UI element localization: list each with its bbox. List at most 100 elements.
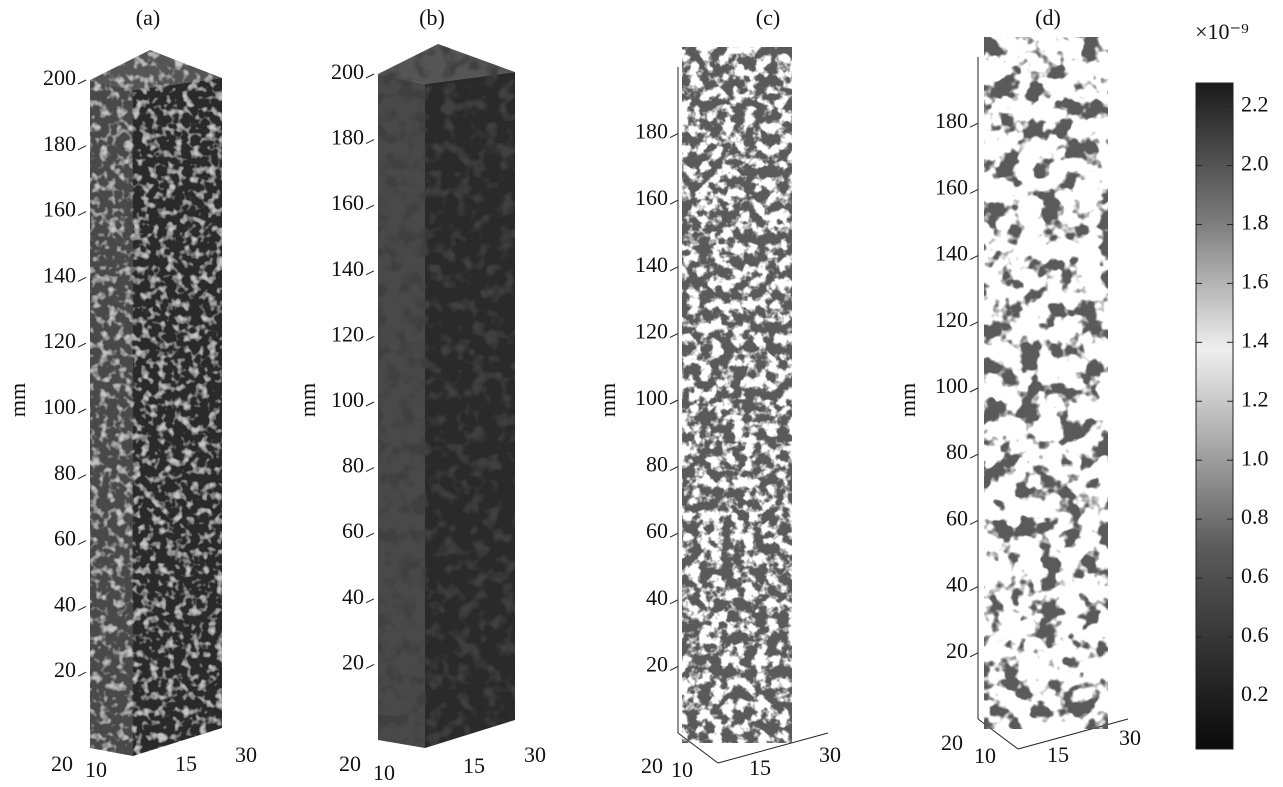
volume-right-face (133, 78, 222, 756)
colorbar-tick-label: 0.8 (1241, 504, 1269, 529)
z-tick (670, 400, 678, 404)
z-tick-label: 200 (43, 65, 76, 90)
z-axis-label: mm (5, 383, 30, 417)
z-tick-label: 20 (342, 649, 364, 674)
z-tick-label: 180 (935, 108, 968, 133)
z-tick-label: 20 (646, 651, 668, 676)
x-tick-label: 10 (85, 757, 107, 782)
z-tick-label: 160 (935, 174, 968, 199)
z-tick (78, 541, 86, 545)
z-tick (78, 146, 86, 150)
y-tick-label: 30 (1119, 725, 1141, 750)
x-tick-label: 15 (1047, 742, 1069, 767)
z-tick (670, 333, 678, 337)
z-tick (670, 600, 678, 604)
z-tick-label: 60 (54, 526, 76, 551)
colorbar-tick-label: 0.6 (1241, 622, 1269, 647)
z-tick-label: 120 (43, 328, 76, 353)
z-tick (78, 277, 86, 281)
z-tick (366, 205, 374, 209)
volume-right-face (425, 72, 515, 748)
volume-grains (682, 47, 792, 743)
x-tick-label: 10 (974, 743, 996, 768)
z-tick-label: 120 (635, 318, 668, 343)
z-tick (670, 134, 678, 138)
y-tick-label: 20 (641, 753, 663, 778)
volume-left-face (378, 74, 425, 748)
z-tick-label: 40 (946, 572, 968, 597)
z-tick (970, 454, 978, 458)
panel-label: (b) (419, 5, 445, 30)
z-tick (78, 409, 86, 413)
z-tick-label: 40 (342, 584, 364, 609)
z-tick-label: 20 (946, 638, 968, 663)
y-tick-label: 30 (235, 742, 257, 767)
z-tick (970, 189, 978, 193)
z-tick (366, 533, 374, 537)
z-tick (970, 653, 978, 657)
z-tick (78, 212, 86, 216)
y-tick-label: 20 (339, 751, 361, 776)
z-tick-label: 20 (54, 657, 76, 682)
z-tick-label: 140 (43, 262, 76, 287)
z-tick-label: 160 (635, 185, 668, 210)
z-tick (970, 123, 978, 127)
z-tick-label: 100 (43, 394, 76, 419)
z-tick-label: 80 (342, 453, 364, 478)
z-tick (970, 256, 978, 260)
z-tick (78, 343, 86, 347)
figure: (a)mm2040608010012014016018020020101530(… (0, 0, 1283, 787)
z-tick (366, 74, 374, 78)
z-tick-label: 100 (935, 373, 968, 398)
z-tick-label: 140 (635, 252, 668, 277)
z-tick-label: 40 (646, 585, 668, 610)
z-tick (670, 666, 678, 670)
y-tick-label: 30 (524, 742, 546, 767)
z-tick (970, 388, 978, 392)
y-tick-label: 30 (819, 742, 841, 767)
z-tick-label: 180 (635, 119, 668, 144)
z-tick-label: 80 (54, 460, 76, 485)
z-tick-label: 100 (635, 385, 668, 410)
z-tick (366, 271, 374, 275)
z-tick-label: 140 (331, 256, 364, 281)
z-tick-label: 80 (646, 452, 668, 477)
z-axis-label: mm (595, 383, 620, 417)
colorbar (1196, 83, 1233, 749)
z-tick-label: 60 (646, 518, 668, 543)
z-tick (78, 672, 86, 676)
colorbar-tick-label: 1.6 (1241, 268, 1269, 293)
volume-grains (984, 37, 1108, 729)
x-tick-label: 10 (373, 760, 395, 785)
z-axis-label: mm (895, 383, 920, 417)
z-tick-label: 120 (935, 307, 968, 332)
y-tick-label: 20 (941, 730, 963, 755)
z-tick-label: 40 (54, 591, 76, 616)
z-tick-label: 120 (331, 321, 364, 346)
z-tick (970, 587, 978, 591)
z-tick-label: 60 (342, 518, 364, 543)
colorbar-tick-label: 1.2 (1241, 386, 1269, 411)
z-tick-label: 200 (331, 59, 364, 84)
z-tick (670, 467, 678, 471)
z-tick-label: 140 (935, 241, 968, 266)
z-tick (670, 200, 678, 204)
z-tick-label: 180 (331, 125, 364, 150)
z-tick (970, 322, 978, 326)
panel-label: (d) (1035, 5, 1061, 30)
z-tick (78, 80, 86, 84)
colorbar-tick-label: 1.4 (1241, 327, 1269, 352)
z-tick (366, 140, 374, 144)
colorbar-tick-label: 2.2 (1241, 92, 1269, 117)
x-tick-label: 10 (671, 757, 693, 782)
z-tick (366, 664, 374, 668)
colorbar-tick-label: 2.0 (1241, 151, 1269, 176)
x-tick-label: 15 (749, 755, 771, 780)
colorbar-exponent: ×10⁻⁹ (1195, 19, 1249, 44)
colorbar-tick-label: 0.6 (1241, 563, 1269, 588)
volume-left-face (90, 80, 133, 756)
z-tick-label: 80 (946, 439, 968, 464)
